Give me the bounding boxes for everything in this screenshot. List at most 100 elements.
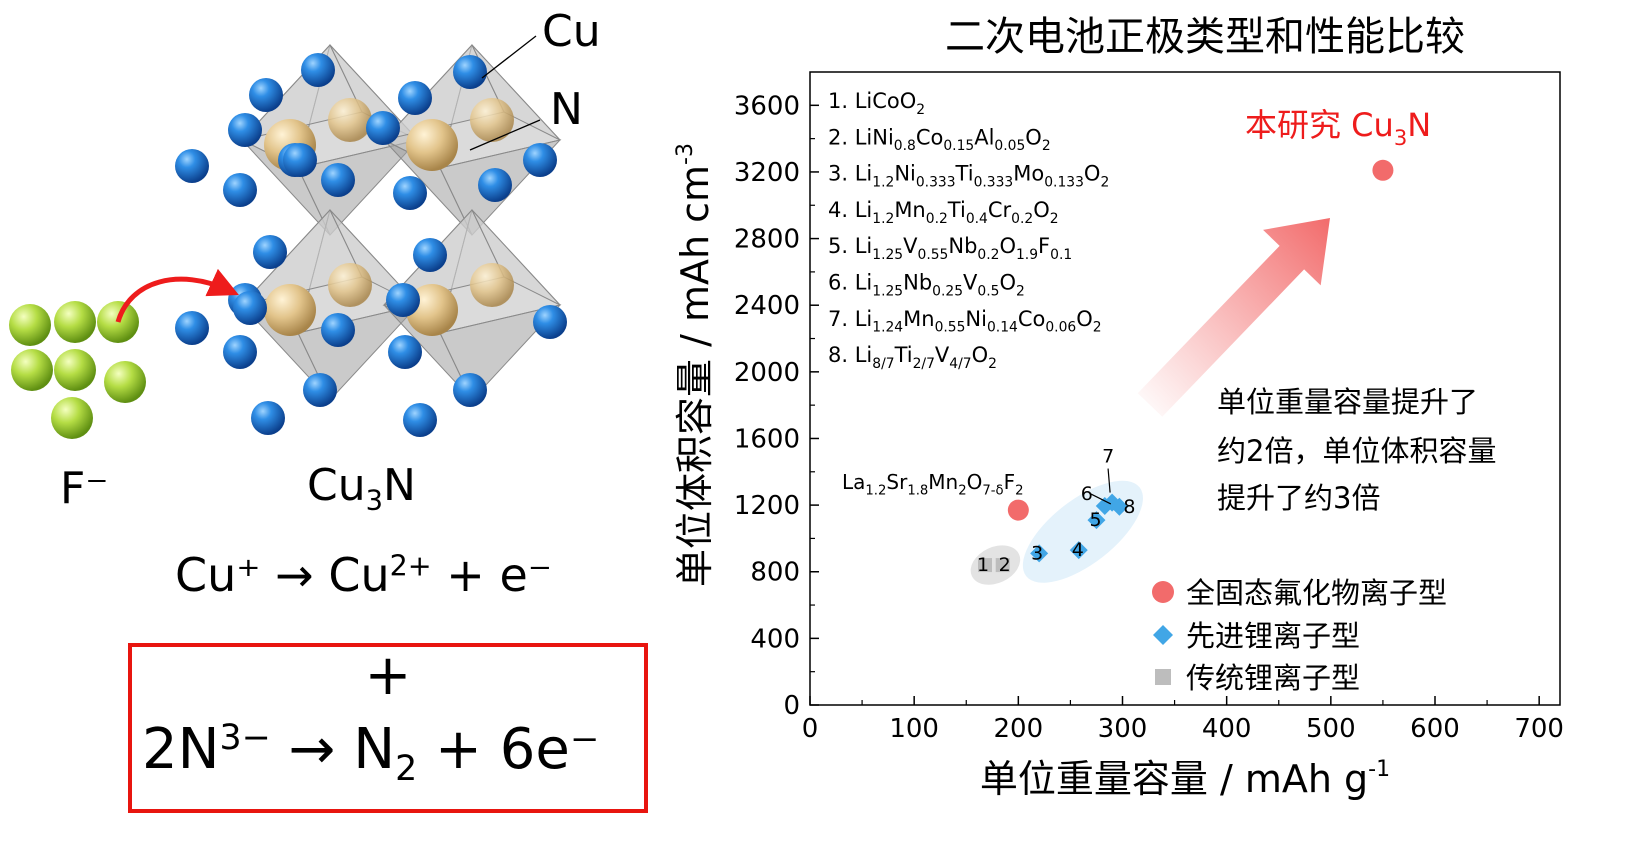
compound-list-item: 8. Li8/7Ti2/7V4/7O2 [828, 343, 997, 372]
fluoride-ion [54, 301, 96, 343]
eq1-sup: 2+ [389, 549, 432, 583]
compound-list-item: 3. Li1.2Ni0.333Ti0.333Mo0.133O2 [828, 162, 1109, 191]
cu3n-label: Cu3N [307, 460, 416, 517]
cu-atom [223, 335, 257, 369]
cu-atom [413, 238, 447, 272]
y-tick-label: 800 [750, 558, 800, 588]
y-axis-ticks: 0 400 800 1200 1600 2000 2400 2800 3200 3600 [734, 91, 819, 721]
point-number-label: 6 [1081, 483, 1093, 505]
improvement-line-1: 单位重量容量提升了 [1217, 385, 1478, 419]
fluoride-ion [9, 304, 51, 346]
n-atom [328, 263, 372, 307]
cu-label: Cu [542, 6, 601, 57]
legend-label: 全固态氟化物离子型 [1186, 576, 1447, 610]
compound-list-item: 1. LiCoO2 [828, 89, 925, 118]
cu-atom [175, 149, 209, 183]
cu-atom [301, 53, 335, 87]
improvement-line-3: 提升了约3倍 [1217, 481, 1380, 515]
y-tick-label: 400 [750, 624, 800, 654]
point-number-label: 2 [999, 554, 1011, 576]
leader-line-6 [1090, 493, 1112, 505]
compound-list: 1. LiCoO2 2. LiNi0.8Co0.15Al0.05O2 3. Li1.… [828, 89, 1109, 372]
fluoride-ion [11, 349, 53, 391]
cu-leader-line [481, 35, 537, 79]
legend-marker-circle [1152, 581, 1174, 603]
cu3n-main: Cu [307, 460, 366, 511]
eq2-sub: 2 [395, 749, 418, 790]
cu-atom [453, 373, 487, 407]
x-tick-label: 200 [994, 714, 1044, 744]
x-tick-label: 0 [802, 714, 819, 744]
cu-atom [388, 335, 422, 369]
cu-atom [403, 403, 437, 437]
y-tick-label: 1200 [734, 491, 800, 521]
eq1-part-b: + e⁻ [431, 548, 553, 602]
cu-atom [533, 305, 567, 339]
point-number-label: 1 [977, 554, 989, 576]
chart-title: 二次电池正极类型和性能比较 [945, 14, 1465, 60]
cu-atom [321, 163, 355, 197]
legend-marker-square [1155, 669, 1171, 685]
eq2-sup: 3− [219, 717, 271, 758]
eq2-part-a: 2N [142, 717, 220, 782]
y-tick-label: 0 [783, 691, 800, 721]
n-label: N [550, 84, 583, 135]
cu-atom [223, 173, 257, 207]
this-work-label: 本研究 Cu3N [1245, 106, 1431, 150]
compound-list-item: 4. Li1.2Mn0.2Ti0.4Cr0.2O2 [828, 198, 1059, 227]
compound-list-item: 5. Li1.25V0.55Nb0.2O1.9F0.1 [828, 234, 1072, 263]
x-tick-label: 100 [889, 714, 939, 744]
cu-atom [253, 235, 287, 269]
point-number-label: 3 [1031, 542, 1043, 564]
y-tick-label: 2000 [734, 358, 800, 388]
y-tick-label: 2400 [734, 291, 800, 321]
cu-atom [283, 143, 317, 177]
x-tick-label: 500 [1306, 714, 1356, 744]
migration-arrow [115, 268, 239, 323]
cu3n-sub: 3 [365, 485, 383, 517]
eq2-part-c: + 6e⁻ [417, 717, 600, 782]
cu-atom [523, 143, 557, 177]
eq2-part-b: → N [270, 717, 396, 782]
nitrogen-equation-box: + 2N3− → N2 + 6e⁻ [128, 643, 648, 813]
octahedron-face [297, 139, 420, 236]
n-atom [470, 98, 514, 142]
data-point-advanced [1087, 511, 1106, 530]
n-atom [406, 119, 458, 171]
y-tick-label: 3600 [734, 91, 800, 121]
octahedron-face [471, 209, 561, 306]
conventional-cluster-ellipse [970, 545, 1021, 585]
improvement-arrow-group [1137, 218, 1330, 417]
x-tick-label: 400 [1202, 714, 1252, 744]
cu-atom [251, 401, 285, 435]
data-point-advanced [1110, 497, 1129, 516]
n-atom [264, 284, 316, 336]
improvement-arrow-shape [1137, 218, 1330, 417]
cu-atom [478, 168, 512, 202]
data-marks: 3 45 67 8 1 2 La1.2Sr1.8Mn2O7-δF2 本研究 Cu3N [842, 106, 1431, 576]
cu-atom [175, 311, 209, 345]
legend-marker-diamond [1153, 625, 1173, 645]
legend-label: 先进锂离子型 [1186, 619, 1360, 653]
improvement-annotation: 单位重量容量提升了 约2倍，单位体积容量 提升了约3倍 [1217, 385, 1496, 515]
cu-atom [393, 176, 427, 210]
n-oxidation-equation: 2N3− → N2 + 6e⁻ [142, 717, 599, 789]
y-tick-label: 1600 [734, 424, 800, 454]
y-tick-label: 2800 [734, 225, 800, 255]
cu-atom [233, 291, 267, 325]
fluoride-ion [54, 349, 96, 391]
x-tick-label: 700 [1514, 714, 1564, 744]
x-tick-label: 600 [1410, 714, 1460, 744]
fluoride-label: F⁻ [60, 463, 109, 514]
y-axis-label: 单位体积容量 / mAh cm-3 [673, 143, 717, 587]
la-compound-label: La1.2Sr1.8Mn2O7-δF2 [842, 470, 1024, 499]
legend-label: 传统锂离子型 [1186, 661, 1360, 695]
cu-atom [303, 373, 337, 407]
x-axis-label: 单位重量容量 / mAh g-1 [980, 757, 1390, 801]
compound-list-item: 2. LiNi0.8Co0.15Al0.05O2 [828, 125, 1051, 154]
cu-atom [386, 283, 420, 317]
x-tick-label: 300 [1098, 714, 1148, 744]
point-number-label: 8 [1123, 496, 1135, 518]
